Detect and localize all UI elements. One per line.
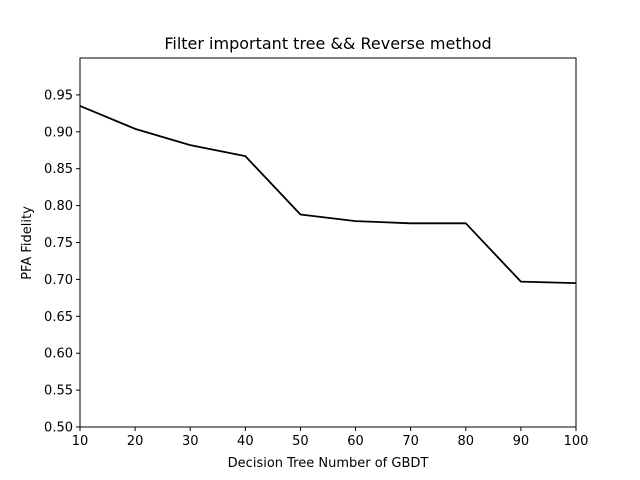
x-tick-label: 40	[237, 434, 254, 449]
chart-title: Filter important tree && Reverse method	[164, 34, 491, 53]
x-tick-label: 30	[182, 434, 199, 449]
y-tick-label: 0.90	[44, 125, 73, 140]
x-tick-label: 20	[127, 434, 144, 449]
x-tick-label: 60	[347, 434, 364, 449]
x-tick-label: 10	[72, 434, 89, 449]
y-tick-label: 0.95	[44, 88, 73, 103]
y-axis-ticks: 0.50 0.55 0.60 0.65 0.70 0.75 0.80 0.85 0.90 0.95	[44, 88, 80, 436]
y-tick-label: 0.80	[44, 199, 73, 214]
plot-area-frame	[79, 57, 577, 428]
x-tick-label: 50	[292, 434, 309, 449]
series-line	[79, 105, 577, 284]
x-axis-label: Decision Tree Number of GBDT	[228, 456, 429, 471]
x-tick-label: 70	[402, 434, 419, 449]
y-tick-label: 0.65	[44, 310, 73, 325]
plot-series-group	[79, 105, 577, 284]
x-axis-ticks: 10 20 30 40 50 60 70 80 90 100	[72, 427, 589, 449]
x-tick-label: 100	[564, 434, 589, 449]
y-tick-label: 0.50	[44, 421, 73, 436]
y-tick-label: 0.60	[44, 347, 73, 362]
y-tick-label: 0.75	[44, 236, 73, 251]
y-axis-label: PFA Fidelity	[20, 206, 35, 280]
y-tick-label: 0.70	[44, 273, 73, 288]
x-tick-label: 90	[513, 434, 530, 449]
y-tick-label: 0.55	[44, 384, 73, 399]
y-tick-label: 0.85	[44, 162, 73, 177]
x-tick-label: 80	[458, 434, 475, 449]
